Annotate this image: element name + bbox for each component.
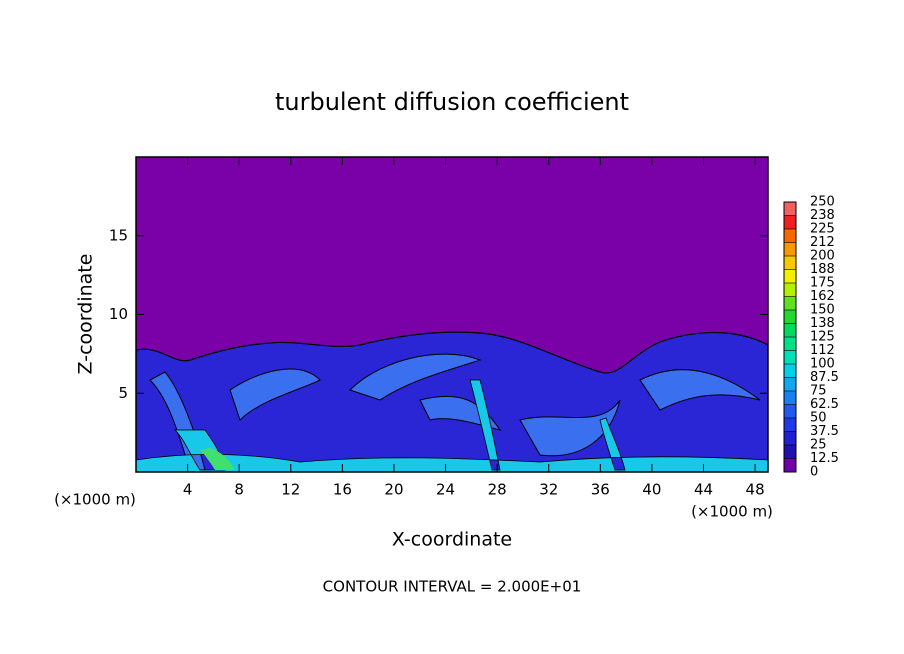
colorbar-swatch <box>784 310 796 324</box>
colorbar-swatch <box>784 350 796 364</box>
colorbar-swatch <box>784 404 796 418</box>
x-tick-label: 24 <box>436 481 455 499</box>
x-tick-label: 48 <box>746 481 765 499</box>
colorbar-label: 162 <box>810 289 835 304</box>
colorbar-swatch <box>784 283 796 297</box>
colorbar-swatch <box>784 364 796 378</box>
colorbar-swatch <box>784 229 796 243</box>
colorbar-swatch <box>784 256 796 270</box>
x-unit-label: (×1000 m) <box>691 503 773 521</box>
colorbar-swatch <box>784 296 796 310</box>
colorbar-swatch <box>784 418 796 432</box>
colorbar-swatch <box>784 215 796 229</box>
y-axis-label: Z-coordinate <box>75 254 97 375</box>
colorbar-label: 175 <box>810 276 835 291</box>
footer-note: CONTOUR INTERVAL = 2.000E+01 <box>323 578 582 596</box>
x-axis-label: X-coordinate <box>392 529 512 551</box>
colorbar-label: 50 <box>810 411 827 426</box>
colorbar-label: 150 <box>810 303 835 318</box>
colorbar-label: 87.5 <box>810 370 839 385</box>
colorbar-swatch <box>784 431 796 445</box>
colorbar-label: 37.5 <box>810 424 839 439</box>
colorbar-label: 225 <box>810 222 835 237</box>
colorbar-label: 12.5 <box>810 451 839 466</box>
colorbar-swatch <box>784 377 796 391</box>
x-tick-label: 8 <box>234 481 244 499</box>
x-tick-label: 20 <box>384 481 403 499</box>
colorbar-label: 212 <box>810 235 835 250</box>
x-unit-label: (×1000 m) <box>54 491 136 509</box>
x-tick-label: 28 <box>488 481 507 499</box>
colorbar-swatch <box>784 202 796 216</box>
colorbar-swatch <box>784 458 796 472</box>
colorbar-label: 100 <box>810 357 835 372</box>
x-tick-label: 40 <box>642 481 661 499</box>
colorbar-label: 138 <box>810 316 835 331</box>
x-tick-label: 32 <box>539 481 558 499</box>
colorbar-swatch <box>784 445 796 459</box>
colorbar-label: 188 <box>810 262 835 277</box>
field <box>136 157 768 472</box>
colorbar-label: 125 <box>810 330 835 345</box>
x-tick-label: 12 <box>281 481 300 499</box>
colorbar-label: 25 <box>810 438 827 453</box>
y-tick-label: 10 <box>109 305 128 323</box>
y-tick-label: 15 <box>109 226 128 244</box>
colorbar-swatch <box>784 269 796 283</box>
x-tick-label: 44 <box>694 481 713 499</box>
x-tick-label: 4 <box>183 481 193 499</box>
colorbar-label: 200 <box>810 249 835 264</box>
colorbar-label: 75 <box>810 384 827 399</box>
field-streak <box>200 448 235 470</box>
colorbar-swatch <box>784 391 796 405</box>
colorbar-swatch <box>784 242 796 256</box>
colorbar-swatch <box>784 337 796 351</box>
colorbar-label: 112 <box>810 343 835 358</box>
chart-title: turbulent diffusion coefficient <box>275 88 629 116</box>
colorbar-label: 0 <box>810 465 818 480</box>
y-tick-label: 5 <box>118 384 128 402</box>
colorbar-swatch <box>784 323 796 337</box>
x-tick-label: 36 <box>591 481 610 499</box>
x-tick-label: 16 <box>333 481 352 499</box>
colorbar-label: 250 <box>810 195 835 210</box>
colorbar-label: 238 <box>810 208 835 223</box>
colorbar-label: 62.5 <box>810 397 839 412</box>
